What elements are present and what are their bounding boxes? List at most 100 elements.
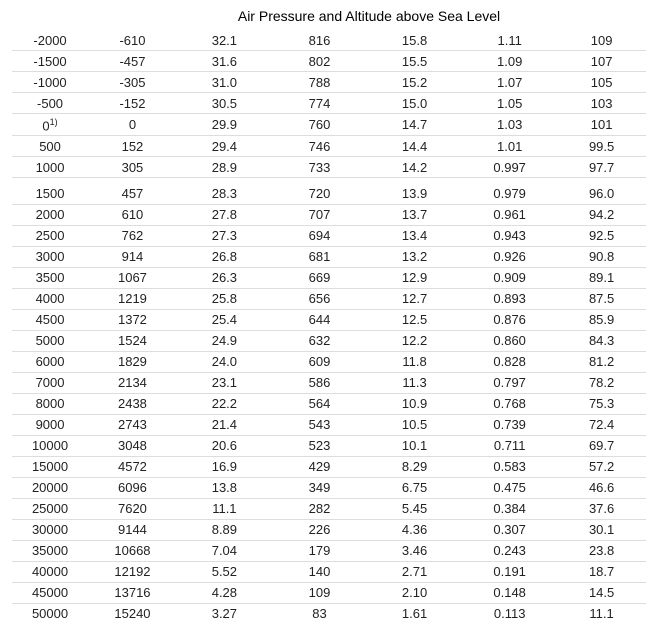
table-cell: -457 <box>88 51 177 72</box>
table-cell: 914 <box>88 246 177 267</box>
table-cell: 18.7 <box>557 561 646 582</box>
table-row: 100030528.973314.20.99797.7 <box>12 157 646 178</box>
table-cell: 1.09 <box>462 51 557 72</box>
table-cell: 0.384 <box>462 498 557 519</box>
table-cell: 109 <box>272 582 367 603</box>
table-cell: 57.2 <box>557 456 646 477</box>
table-cell: 35000 <box>12 540 88 561</box>
table-cell: 644 <box>272 309 367 330</box>
table-cell: 8.29 <box>367 456 462 477</box>
table-cell: 1.05 <box>462 93 557 114</box>
table-cell: 0.828 <box>462 351 557 372</box>
table-cell: 29.4 <box>177 136 272 157</box>
table-cell: 733 <box>272 157 367 178</box>
table-row: 50000152403.27831.610.11311.1 <box>12 603 646 624</box>
table-cell: 12192 <box>88 561 177 582</box>
table-cell: 1.03 <box>462 114 557 136</box>
table-cell: 12.5 <box>367 309 462 330</box>
table-cell: 78.2 <box>557 372 646 393</box>
table-cell: -1500 <box>12 51 88 72</box>
footnote-marker: 1) <box>50 117 58 127</box>
table-cell: 13.4 <box>367 225 462 246</box>
table-cell: 50000 <box>12 603 88 624</box>
table-title: Air Pressure and Altitude above Sea Leve… <box>92 8 646 24</box>
table-cell: 152 <box>88 136 177 157</box>
table-cell: 0.711 <box>462 435 557 456</box>
page-container: Air Pressure and Altitude above Sea Leve… <box>0 0 658 632</box>
table-cell: 30.5 <box>177 93 272 114</box>
table-cell: 282 <box>272 498 367 519</box>
table-cell: 13.8 <box>177 477 272 498</box>
table-cell: 349 <box>272 477 367 498</box>
table-cell: 1500 <box>12 178 88 205</box>
table-cell: 500 <box>12 136 88 157</box>
table-cell: 656 <box>272 288 367 309</box>
table-cell: 0.876 <box>462 309 557 330</box>
table-cell: 681 <box>272 246 367 267</box>
table-cell: 305 <box>88 157 177 178</box>
table-cell: 4000 <box>12 288 88 309</box>
table-cell: 7.04 <box>177 540 272 561</box>
table-cell: 1.11 <box>462 30 557 51</box>
table-cell: 1829 <box>88 351 177 372</box>
table-row: -1500-45731.680215.51.09107 <box>12 51 646 72</box>
table-row: 15000457216.94298.290.58357.2 <box>12 456 646 477</box>
table-cell: 30.1 <box>557 519 646 540</box>
table-row: 250076227.369413.40.94392.5 <box>12 225 646 246</box>
table-cell: 564 <box>272 393 367 414</box>
table-cell: 11.1 <box>557 603 646 624</box>
table-cell: 31.0 <box>177 72 272 93</box>
table-cell: 01) <box>12 114 88 136</box>
table-cell: 10.1 <box>367 435 462 456</box>
table-cell: 84.3 <box>557 330 646 351</box>
table-cell: 7000 <box>12 372 88 393</box>
table-cell: 15240 <box>88 603 177 624</box>
table-cell: 3500 <box>12 267 88 288</box>
table-cell: 15.0 <box>367 93 462 114</box>
table-row: 4500137225.464412.50.87685.9 <box>12 309 646 330</box>
table-cell: 3048 <box>88 435 177 456</box>
table-cell: 2000 <box>12 204 88 225</box>
table-cell: 25000 <box>12 498 88 519</box>
table-cell: 4572 <box>88 456 177 477</box>
table-cell: 92.5 <box>557 225 646 246</box>
table-cell: 2.10 <box>367 582 462 603</box>
table-row: -1000-30531.078815.21.07105 <box>12 72 646 93</box>
table-cell: 609 <box>272 351 367 372</box>
table-cell: 1000 <box>12 157 88 178</box>
table-cell: 72.4 <box>557 414 646 435</box>
table-row: 3000091448.892264.360.30730.1 <box>12 519 646 540</box>
table-cell: 0.583 <box>462 456 557 477</box>
table-cell: 94.2 <box>557 204 646 225</box>
table-cell: 0.926 <box>462 246 557 267</box>
table-cell: 816 <box>272 30 367 51</box>
table-cell: 15.8 <box>367 30 462 51</box>
table-cell: 10668 <box>88 540 177 561</box>
table-row: 40000121925.521402.710.19118.7 <box>12 561 646 582</box>
table-row: 20000609613.83496.750.47546.6 <box>12 477 646 498</box>
table-cell: 4.36 <box>367 519 462 540</box>
table-cell: 11.8 <box>367 351 462 372</box>
table-cell: 1524 <box>88 330 177 351</box>
table-cell: 1.01 <box>462 136 557 157</box>
table-cell: 37.6 <box>557 498 646 519</box>
table-cell: 23.1 <box>177 372 272 393</box>
table-cell: 15.2 <box>367 72 462 93</box>
table-cell: 0.307 <box>462 519 557 540</box>
table-cell: 13716 <box>88 582 177 603</box>
table-cell: 226 <box>272 519 367 540</box>
table-cell: 107 <box>557 51 646 72</box>
table-cell: 0.997 <box>462 157 557 178</box>
table-cell: 24.9 <box>177 330 272 351</box>
table-cell: 29.9 <box>177 114 272 136</box>
table-cell: 586 <box>272 372 367 393</box>
table-row: 45000137164.281092.100.14814.5 <box>12 582 646 603</box>
table-cell: 30000 <box>12 519 88 540</box>
table-cell: 24.0 <box>177 351 272 372</box>
table-cell: 28.3 <box>177 178 272 205</box>
table-cell: 20.6 <box>177 435 272 456</box>
table-cell: 2438 <box>88 393 177 414</box>
table-cell: 9000 <box>12 414 88 435</box>
table-row: 5000152424.963212.20.86084.3 <box>12 330 646 351</box>
table-cell: 3.27 <box>177 603 272 624</box>
